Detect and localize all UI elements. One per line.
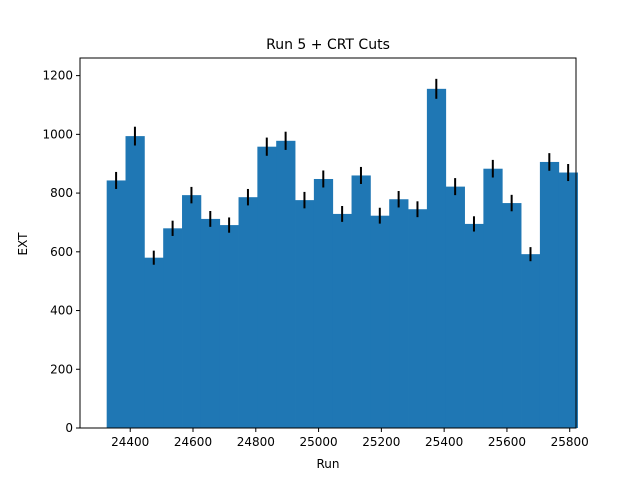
x-axis-label: Run [316,457,339,471]
histogram-bar [125,136,145,428]
histogram-bar [313,178,334,428]
y-tick-label: 600 [50,245,73,259]
histogram-bar [351,175,371,428]
y-axis: 0 200 400 600 800 1000 1200 [42,69,80,435]
chart-title: Run 5 + CRT Cuts [266,37,390,53]
histogram-bar [389,199,409,428]
histogram-bar [219,225,239,428]
histogram-bar [521,254,541,428]
x-tick-label: 25800 [551,435,589,449]
x-tick-label: 25600 [488,435,526,449]
histogram-bar [106,180,126,428]
histogram-bar [182,195,202,428]
y-tick-label: 1000 [42,127,73,141]
histogram-bar [163,228,183,428]
histogram-bar [257,146,277,428]
histogram-bar [464,223,484,428]
histogram-bar [558,172,578,428]
x-tick-label: 25400 [425,435,463,449]
histogram-bar [370,215,390,428]
x-tick-label: 25200 [362,435,400,449]
x-tick-label: 24600 [174,435,212,449]
histogram-bar [295,200,315,428]
histogram-bar [539,161,560,428]
error-bars-group [115,78,570,265]
plot-frame [79,57,577,429]
y-tick-label: 1200 [42,69,73,83]
bars-group [106,88,578,429]
y-tick-label: 0 [65,421,73,435]
histogram-bar [426,88,447,428]
histogram-bar [332,213,352,428]
histogram-bar [238,197,258,428]
histogram-bar [144,257,164,428]
y-tick-label: 800 [50,186,73,200]
x-axis: 24400 24600 24800 25000 25200 25400 25600 25800 [111,428,589,449]
y-tick-label: 200 [50,362,73,376]
y-tick-label: 400 [50,304,73,318]
histogram-bar [445,186,465,428]
histogram-bar [483,168,503,428]
histogram-bar [200,218,221,428]
histogram-bar [276,140,296,429]
y-axis-label: EXT [16,232,30,256]
histogram-bar [502,203,522,428]
x-tick-label: 24800 [237,435,275,449]
histogram-bar [408,209,428,428]
x-tick-label: 24400 [111,435,149,449]
x-tick-label: 25000 [299,435,337,449]
